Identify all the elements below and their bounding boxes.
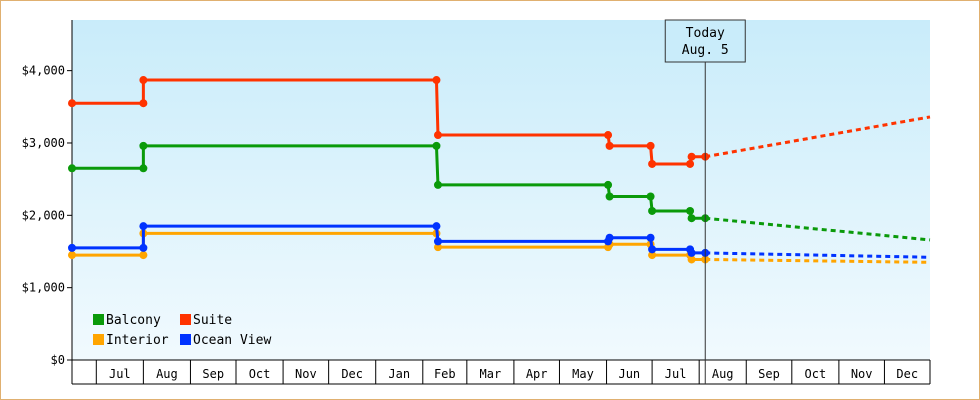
x-tick-label: Jan — [388, 367, 410, 381]
series-suite — [68, 76, 931, 168]
legend-item-interior: Interior — [93, 333, 169, 348]
x-tick-label: Feb — [434, 367, 456, 381]
data-point — [68, 251, 76, 260]
data-point — [687, 255, 696, 264]
data-point — [68, 164, 76, 173]
y-tick-label: $2,000 — [22, 208, 65, 222]
today-date: Aug. 5 — [682, 43, 729, 58]
legend-label: Interior — [106, 333, 169, 348]
data-point — [68, 243, 76, 252]
legend-label: Suite — [193, 313, 232, 328]
data-point — [646, 192, 655, 201]
data-point — [646, 141, 655, 150]
today-label: Today — [686, 26, 725, 41]
data-point — [604, 180, 613, 189]
x-tick-label: Dec — [896, 367, 918, 381]
x-tick-label: Sep — [202, 367, 224, 381]
x-tick-label: Apr — [526, 367, 548, 381]
x-tick-label: Jul — [109, 367, 131, 381]
forecast-line — [705, 257, 931, 264]
forecast-line — [705, 251, 931, 259]
data-point — [139, 141, 148, 150]
y-tick-label: $4,000 — [22, 64, 65, 78]
data-point — [646, 233, 655, 242]
x-tick-label: Aug — [156, 367, 178, 381]
x-tick-label: Dec — [341, 367, 363, 381]
legend-swatch — [93, 314, 104, 325]
x-tick-label: Oct — [805, 367, 827, 381]
x-tick-label: Nov — [295, 367, 317, 381]
x-tick-label: Jul — [665, 367, 687, 381]
x-tick-label: Mar — [480, 367, 502, 381]
series-ocean-view — [68, 222, 931, 259]
data-point — [432, 76, 441, 85]
data-point — [433, 131, 442, 140]
data-point — [686, 159, 695, 168]
data-point — [433, 243, 442, 252]
legend-item-suite: Suite — [180, 313, 232, 328]
forecast-line — [704, 115, 931, 159]
legend-label: Ocean View — [193, 333, 271, 348]
data-point — [433, 237, 442, 246]
x-tick-label: Aug — [712, 367, 734, 381]
data-point — [139, 251, 148, 260]
today-box — [664, 19, 746, 63]
data-point — [433, 180, 442, 189]
x-tick-label: Sep — [758, 367, 780, 381]
legend-swatch — [180, 334, 191, 345]
data-point — [605, 233, 614, 242]
data-point — [648, 251, 657, 260]
data-point — [139, 222, 148, 231]
data-point — [648, 206, 657, 215]
x-tick-label: Jun — [618, 367, 640, 381]
x-tick-label: Oct — [249, 367, 271, 381]
data-point — [432, 141, 441, 150]
legend-label: Balcony — [106, 313, 161, 328]
data-point — [687, 214, 696, 223]
data-point — [604, 131, 613, 140]
data-point — [687, 152, 696, 161]
data-point — [139, 243, 148, 252]
series-balcony — [68, 141, 931, 242]
legend-item-balcony: Balcony — [93, 313, 161, 328]
data-point — [432, 222, 441, 231]
forecast-line — [705, 216, 931, 242]
y-tick-label: $3,000 — [22, 136, 65, 150]
data-point — [648, 159, 657, 168]
data-point — [139, 164, 148, 173]
legend-item-ocean-view: Ocean View — [180, 333, 271, 348]
data-point — [605, 141, 614, 150]
legend-swatch — [180, 314, 191, 325]
x-tick-label: Nov — [851, 367, 873, 381]
data-point — [139, 99, 148, 108]
y-tick-label: $0 — [51, 353, 65, 367]
legend-swatch — [93, 334, 104, 345]
y-tick-label: $1,000 — [22, 281, 65, 295]
data-point — [605, 192, 614, 201]
plot-area — [72, 20, 930, 360]
data-point — [68, 99, 76, 108]
x-tick-label: May — [572, 367, 594, 381]
data-point — [139, 76, 148, 85]
data-point — [648, 245, 657, 254]
data-point — [687, 248, 696, 257]
data-point — [686, 206, 695, 215]
